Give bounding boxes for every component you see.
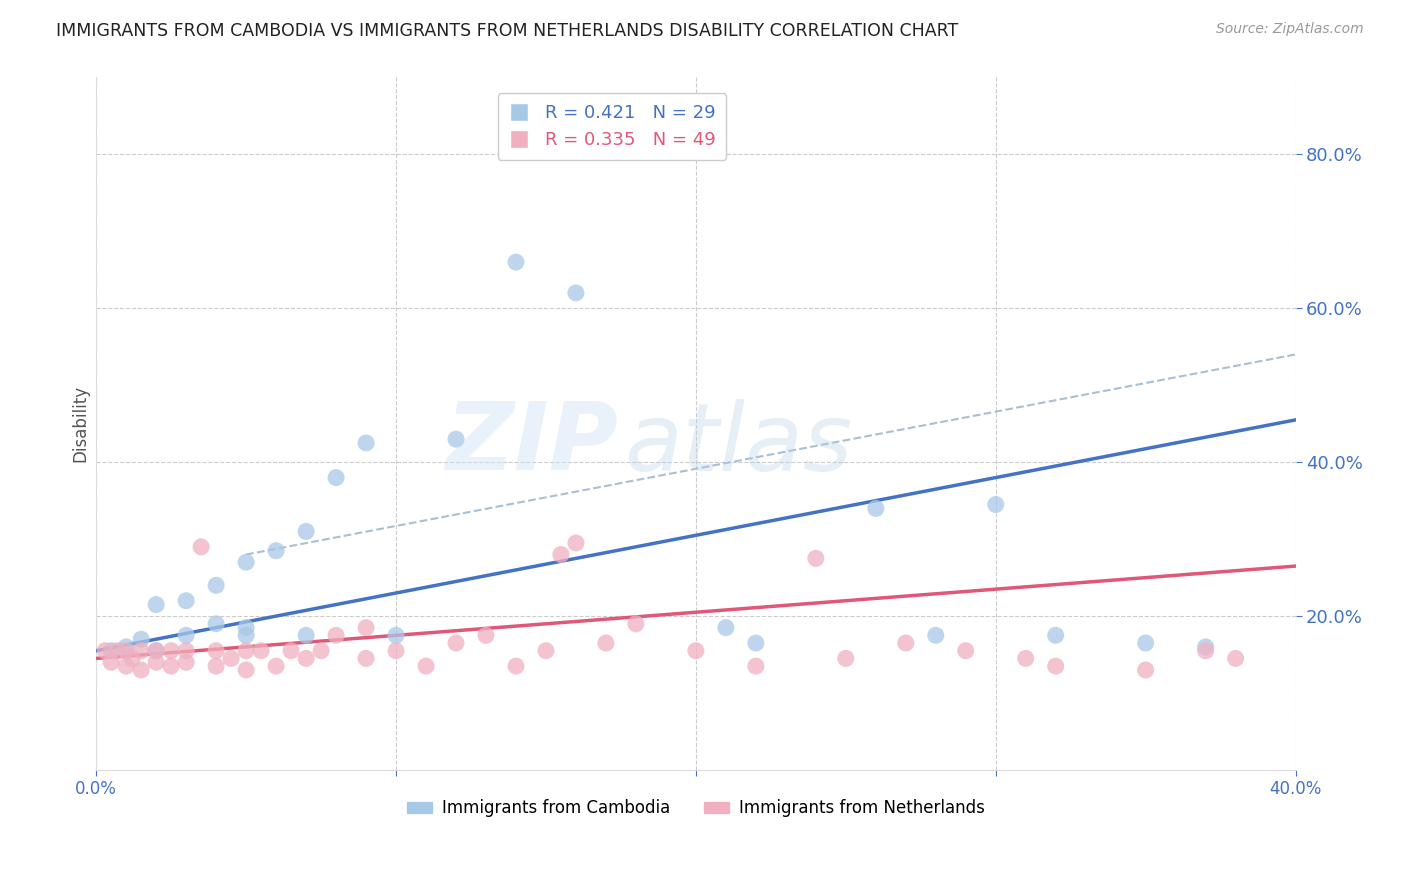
Point [100, 644, 122, 658]
Point [1135, 636, 1157, 650]
Point [505, 255, 527, 269]
Point [714, 621, 737, 635]
Y-axis label: Disability: Disability [72, 385, 89, 462]
Point [121, 651, 143, 665]
Point [565, 285, 588, 300]
Point [925, 628, 948, 642]
Point [205, 578, 228, 592]
Point [264, 659, 287, 673]
Point [129, 663, 152, 677]
Point [415, 659, 437, 673]
Point [145, 655, 167, 669]
Point [129, 644, 152, 658]
Point [1225, 651, 1247, 665]
Point [295, 628, 318, 642]
Point [174, 593, 197, 607]
Point [295, 524, 318, 539]
Point [100, 655, 122, 669]
Point [174, 655, 197, 669]
Point [325, 470, 347, 484]
Point [385, 644, 408, 658]
Text: ZIP: ZIP [446, 399, 617, 491]
Legend: Immigrants from Cambodia, Immigrants from Netherlands: Immigrants from Cambodia, Immigrants fro… [401, 793, 991, 824]
Point [550, 548, 572, 562]
Point [145, 644, 167, 658]
Point [235, 628, 257, 642]
Point [685, 644, 707, 658]
Text: atlas: atlas [624, 399, 852, 490]
Point [235, 644, 257, 658]
Point [160, 644, 183, 658]
Point [354, 436, 377, 450]
Point [115, 659, 138, 673]
Point [444, 432, 467, 446]
Point [295, 651, 318, 665]
Text: IMMIGRANTS FROM CAMBODIA VS IMMIGRANTS FROM NETHERLANDS DISABILITY CORRELATION C: IMMIGRANTS FROM CAMBODIA VS IMMIGRANTS F… [56, 22, 959, 40]
Point [444, 636, 467, 650]
Point [1135, 663, 1157, 677]
Point [505, 659, 527, 673]
Point [250, 644, 273, 658]
Point [354, 651, 377, 665]
Point [105, 644, 128, 658]
Point [235, 555, 257, 569]
Point [745, 636, 768, 650]
Point [205, 616, 228, 631]
Point [325, 628, 347, 642]
Point [174, 644, 197, 658]
Point [565, 536, 588, 550]
Point [984, 498, 1007, 512]
Point [145, 598, 167, 612]
Point [115, 640, 138, 654]
Point [309, 644, 332, 658]
Point [894, 636, 917, 650]
Point [190, 540, 212, 554]
Point [94, 644, 117, 658]
Point [264, 543, 287, 558]
Point [1194, 644, 1216, 658]
Point [205, 644, 228, 658]
Point [354, 621, 377, 635]
Point [160, 659, 183, 673]
Point [235, 663, 257, 677]
Point [624, 616, 647, 631]
Point [955, 644, 977, 658]
Point [1045, 628, 1067, 642]
Point [835, 651, 858, 665]
Point [174, 628, 197, 642]
Point [865, 501, 887, 516]
Point [219, 651, 242, 665]
Point [745, 659, 768, 673]
Point [595, 636, 617, 650]
Point [1045, 659, 1067, 673]
Point [475, 628, 498, 642]
Point [804, 551, 827, 566]
Text: Source: ZipAtlas.com: Source: ZipAtlas.com [1216, 22, 1364, 37]
Point [145, 644, 167, 658]
Point [235, 621, 257, 635]
Point [385, 628, 408, 642]
Point [280, 644, 302, 658]
Point [205, 659, 228, 673]
Point [1194, 640, 1216, 654]
Point [1015, 651, 1038, 665]
Point [129, 632, 152, 647]
Point [534, 644, 557, 658]
Point [115, 644, 138, 658]
